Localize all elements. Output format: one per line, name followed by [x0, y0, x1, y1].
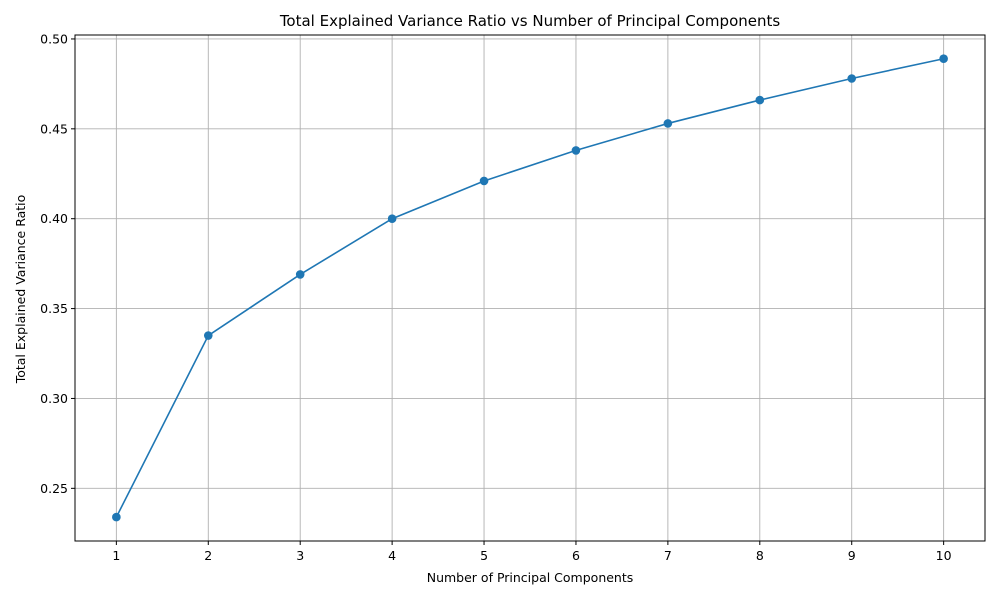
x-tick-label: 6 [572, 548, 580, 563]
y-tick-label: 0.40 [40, 211, 68, 226]
series-line [115, 57, 944, 518]
data-point [112, 512, 121, 522]
data-point [571, 146, 581, 155]
axes-layer: 1 2 3 4 5 6 7 8 9 10 0.25 0.30 0.35 0.40 0.45 0.50 [40, 31, 986, 563]
data-point [663, 119, 673, 128]
data-point [295, 270, 305, 279]
x-tick-label: 10 [936, 548, 952, 563]
x-tick-label: 5 [480, 548, 488, 563]
x-tick-label: 4 [388, 548, 396, 563]
data-point [387, 214, 397, 224]
series-layer [112, 54, 948, 522]
y-tick-label: 0.25 [40, 481, 68, 496]
x-tick-label: 2 [204, 548, 212, 563]
x-axis-label: Number of Principal Components [427, 570, 634, 585]
y-tick-label: 0.45 [40, 121, 68, 136]
y-tick-label: 0.30 [40, 391, 68, 406]
data-point [939, 54, 948, 64]
plot-frame [74, 34, 986, 542]
x-tick-label: 7 [664, 548, 672, 563]
data-point [203, 331, 213, 340]
data-point [847, 74, 857, 83]
y-tick-label: 0.50 [40, 31, 68, 46]
x-tick-label: 8 [756, 548, 764, 563]
data-point [479, 176, 489, 186]
grid-layer [75, 35, 985, 541]
y-axis-label: Total Explained Variance Ratio [13, 195, 28, 385]
x-tick-label: 9 [848, 548, 856, 563]
data-point [755, 95, 765, 105]
y-tick-label: 0.35 [40, 301, 68, 316]
chart-title: Total Explained Variance Ratio vs Number… [279, 12, 781, 30]
x-tick-label: 3 [296, 548, 304, 563]
x-tick-label: 1 [112, 548, 120, 563]
